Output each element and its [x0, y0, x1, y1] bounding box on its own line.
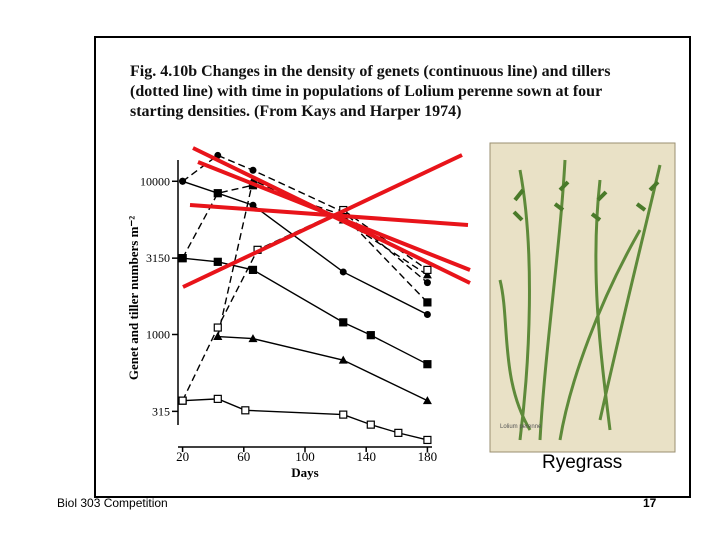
y-tick-label: 3150	[146, 251, 170, 265]
page-number: 17	[643, 496, 657, 510]
genet-line	[217, 335, 428, 402]
point	[423, 360, 432, 369]
y-tick-label: 10000	[140, 174, 170, 188]
point	[213, 394, 222, 403]
point	[423, 265, 432, 274]
point	[178, 396, 187, 405]
point	[249, 201, 257, 209]
x-tick-label: 140	[356, 449, 376, 464]
photo-caption: Ryegrass	[542, 452, 623, 473]
x-tick-label: 180	[418, 449, 438, 464]
x-tick-label: 20	[176, 449, 189, 464]
point	[423, 311, 431, 319]
point	[241, 406, 250, 415]
y-tick-label: 315	[152, 404, 170, 418]
point	[213, 332, 223, 341]
point	[423, 298, 432, 307]
photo: Lolium perenne	[489, 142, 676, 453]
point	[422, 270, 432, 279]
point	[248, 265, 258, 274]
x-axis-label: Days	[291, 465, 318, 480]
chart-title: Fig. 4.10b Changes in the density of gen…	[130, 63, 611, 120]
point	[423, 435, 432, 445]
point	[248, 334, 258, 343]
tiller-line	[181, 184, 428, 303]
point	[339, 318, 348, 327]
point	[339, 268, 347, 276]
x-tick-label: 60	[237, 449, 250, 464]
x-tick-label: 100	[295, 449, 315, 464]
point	[338, 355, 348, 364]
point	[213, 189, 222, 198]
annotation-cross	[182, 146, 471, 289]
footer: Biol 303 Competition	[57, 496, 168, 510]
point	[422, 396, 432, 405]
point	[366, 331, 375, 340]
point	[213, 257, 222, 266]
point	[366, 420, 375, 429]
point	[394, 428, 403, 437]
y-axis-label: Genet and tiller numbers m⁻²	[126, 216, 141, 380]
point	[423, 279, 431, 287]
point	[249, 166, 257, 174]
point	[339, 410, 348, 419]
y-tick-label: 1000	[146, 327, 170, 341]
point	[179, 177, 187, 185]
point	[213, 323, 222, 332]
genet-line	[182, 257, 428, 365]
point	[178, 254, 187, 263]
svg-text:Lolium perenne: Lolium perenne	[500, 424, 542, 430]
